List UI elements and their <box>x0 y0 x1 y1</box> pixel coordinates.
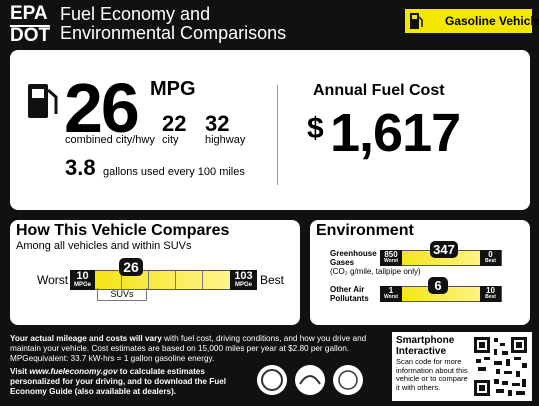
compare-title: How This Vehicle Compares <box>16 222 230 239</box>
scale-tick <box>175 271 176 289</box>
highway-label: highway <box>205 134 246 146</box>
ghg-marker: 347 <box>430 241 458 258</box>
currency: $ <box>307 112 324 145</box>
scale-max: 103 MPGe <box>230 270 257 290</box>
city-label: city <box>162 134 179 146</box>
scale-tick <box>202 271 203 289</box>
vehicle-type: Gasoline Vehicle <box>445 14 539 28</box>
cost-amount: 1,617 <box>330 103 461 163</box>
air-worst-value: 1 <box>388 286 394 295</box>
air-marker: 6 <box>428 277 448 294</box>
max-value: 103 <box>234 270 253 282</box>
class-range: SUVs <box>97 288 147 301</box>
max-unit: MPGe <box>234 282 252 288</box>
min-value: 10 <box>76 270 89 282</box>
air-worst: 1 Worst <box>380 286 402 302</box>
agency: EPA <box>10 3 48 24</box>
ghg-best-label: Best <box>485 258 496 264</box>
vehicle-type-badge: Gasoline Vehicle <box>405 9 539 33</box>
visit: to calculate estimates personalized for … <box>10 367 227 396</box>
divider <box>277 85 278 185</box>
pump-icon <box>410 13 423 29</box>
agency: DOT <box>10 25 51 46</box>
min-unit: MPGe <box>73 282 91 288</box>
scale-tick <box>121 271 122 289</box>
highway-value: 32 <box>205 111 230 136</box>
air-best: 10 Best <box>480 286 501 302</box>
city-value: 22 <box>162 111 187 136</box>
visit-url: www.fueleconomy.gov <box>29 367 118 376</box>
divider <box>10 25 50 27</box>
scale-tick <box>148 271 149 289</box>
title: Fuel Economy and <box>60 4 211 24</box>
qr-code <box>472 335 529 398</box>
notice-bold: Your actual mileage and costs will vary <box>10 334 162 343</box>
combined-label: combined city/hwy <box>65 134 155 146</box>
notice: Your actual mileage and costs will vary … <box>10 334 388 364</box>
compare-subtitle: Among all vehicles and within SUVs <box>16 240 192 252</box>
mpg-value: 26 <box>64 69 140 147</box>
mpg-unit: MPG <box>150 78 196 100</box>
smartphone-title: Smartphone Interactive <box>396 335 455 357</box>
ghg-worst: 850 Worst <box>380 250 402 266</box>
vehicle-marker: 26 <box>119 258 143 276</box>
air-label: Other Air Pollutants <box>330 285 369 303</box>
environment-panel <box>310 220 530 325</box>
cost-title: Annual Fuel Cost <box>313 82 445 99</box>
environment-title: Environment <box>316 222 414 239</box>
smartphone-box: Smartphone Interactive Scan code for mor… <box>392 332 532 401</box>
ghg-worst-label: Worst <box>383 258 399 264</box>
worst-label: Worst <box>37 273 69 287</box>
best-label: Best <box>260 273 285 287</box>
main-panel <box>10 50 530 210</box>
smartphone-text: Scan code for more information about thi… <box>396 357 468 392</box>
scale-bar <box>70 270 257 290</box>
title: Environmental Comparisons <box>60 23 287 43</box>
pump-icon <box>28 84 58 118</box>
air-worst-label: Worst <box>383 294 399 300</box>
notice-text: with fuel cost, driving conditions, and … <box>10 334 367 363</box>
ghg-best: 0 Best <box>480 250 501 266</box>
gallons-value: 3.8 <box>65 155 96 180</box>
ghg-worst-value: 850 <box>384 250 398 259</box>
gallons-label: gallons used every 100 miles <box>103 166 245 178</box>
air-best-label: Best <box>485 294 496 300</box>
ghg-label: Greenhouse Gases <box>330 249 377 267</box>
ghg-unit: (CO₂ g/mile, tailpipe only) <box>330 267 421 276</box>
scale-min: 10 MPGe <box>70 270 95 290</box>
air-best-value: 10 <box>486 286 495 295</box>
visit-text: Visit www.fueleconomy.gov to calculate e… <box>10 367 250 397</box>
agency-logos <box>257 365 363 395</box>
visit: Visit <box>10 367 30 376</box>
ghg-best-value: 0 <box>488 250 493 259</box>
